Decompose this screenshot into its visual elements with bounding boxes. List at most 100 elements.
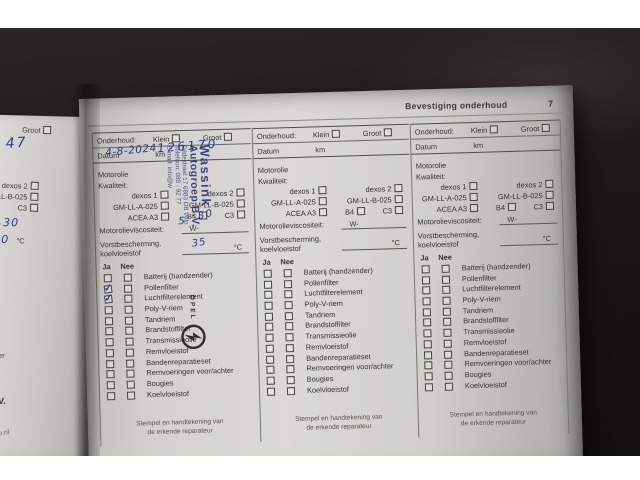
ja-checkbox (265, 333, 274, 342)
checklist-item-label: Bougies (146, 378, 174, 389)
klein-checkbox (490, 125, 499, 134)
service-record-column-1: Onderhoud: Klein Groot Datum km Motoroli… (91, 128, 260, 447)
nee-checkbox (443, 318, 452, 327)
ja-checkbox (421, 265, 430, 274)
checklist-item-label: Poly-V-riem (462, 294, 501, 305)
checklist-item-label: Remvloeistof (463, 336, 507, 348)
dexos2-checkbox (545, 179, 554, 188)
gm-a-label: GM-LL-A-025 (112, 201, 158, 213)
left-url-fragment: groep.nl (0, 429, 10, 440)
checklist-item-label: Bougies (464, 369, 492, 380)
checklist-item-label: Tandriem (462, 305, 494, 316)
checklist-item-label: Luchtfilterelement (304, 287, 363, 299)
checklist-item-label: Brandstoffilter (305, 319, 351, 331)
left-c3-checkbox (29, 203, 39, 212)
nee-checkbox (285, 322, 294, 331)
checklist-item-label: Batterij (handzender) (461, 261, 531, 273)
left-achter-fragment: chter (0, 350, 5, 361)
b4-label: B4 (186, 211, 197, 221)
checklist-item-label: Bandenreparatieset (146, 355, 211, 367)
klein-label: Klein (470, 125, 488, 136)
dexos2-cell: dexos 2 (207, 188, 245, 198)
datum-label: Datum (415, 141, 438, 152)
ja-checkbox (423, 340, 432, 349)
gm-a-checkbox (160, 201, 169, 210)
checklist-item-label: Transmissieolie (145, 334, 197, 346)
nee-checkbox (285, 343, 294, 353)
nee-checkbox (124, 316, 134, 325)
checklist-item-label: Brandstoffilter (463, 315, 509, 326)
nee-header: Nee (438, 252, 453, 262)
nee-checkbox (443, 328, 452, 338)
ja-checkbox (265, 323, 274, 332)
nee-checkbox (443, 339, 452, 348)
nee-checkbox (126, 391, 136, 400)
photo-background: Groot 47 dexos 2 GM-LL-B-025 C3 W- 30 0 … (0, 28, 640, 456)
dexos1-checkbox (318, 186, 327, 195)
frost-writing-line (182, 252, 250, 256)
checklist-item-label: Pollenfilter (143, 281, 179, 292)
acea-label: ACEA A3 (127, 212, 159, 223)
service-record-column-3: Onderhoud: Klein Groot Datum km Motoroli… (409, 119, 570, 438)
c3-cell: C3 (225, 210, 246, 220)
nee-checkbox (126, 359, 135, 368)
ja-checkbox (105, 338, 114, 347)
left-groot-label: Groot (22, 125, 41, 135)
nee-checkbox (124, 305, 133, 314)
kwaliteit-label: Kwaliteit: (415, 171, 446, 182)
ja-checkbox (266, 376, 275, 385)
stamp-signature-note: Stempel en handtekening van de erkende r… (101, 417, 259, 438)
motorolie-label: Motorolie (97, 169, 129, 180)
dexos2-checkbox (394, 183, 403, 193)
temp-unit: °C (542, 233, 551, 244)
left-gmb-cell: GM-LL-B-025 (0, 191, 39, 202)
checklist-item-label: Luchtfilterelement (144, 291, 203, 303)
gm-a-cell: GM-LL-A-025 (422, 192, 478, 203)
viscosity-unit: W- (507, 214, 517, 225)
left-bv-fragment: B.V. (0, 395, 6, 407)
left-frost-value: 0 (1, 232, 9, 247)
gm-b-checkbox (236, 199, 245, 208)
klein-label: Klein (312, 129, 330, 140)
nee-checkbox (442, 296, 451, 305)
ja-checkbox (422, 286, 431, 295)
frost-label-line2: koelvloeistof (417, 239, 459, 250)
ja-checkbox (423, 318, 432, 327)
nee-checkbox (126, 380, 135, 389)
c3-cell: C3 (382, 205, 404, 216)
checklist-item-label: Transmissieolie (463, 326, 515, 337)
ja-checkbox: ✓ (103, 293, 114, 306)
b4-cell: B4 (345, 207, 366, 217)
ja-checkbox (266, 355, 275, 364)
nee-header: Nee (120, 261, 135, 271)
nee-checkbox (441, 275, 451, 284)
groot-checkbox (542, 123, 551, 133)
nee-checkbox (283, 269, 292, 278)
c3-label: C3 (224, 210, 235, 220)
gm-a-label: GM-LL-A-025 (270, 197, 316, 208)
gm-b-cell: GM-LL-B-025 (189, 199, 245, 210)
viscosity-unit: W- (349, 219, 359, 229)
kwaliteit-label: Kwaliteit: (258, 176, 288, 186)
checklist-item-label: Batterij (handzender) (143, 270, 213, 282)
checklist-item-label: Remvloeistof (305, 341, 349, 352)
groot-cell: Groot (521, 123, 551, 134)
page-title: Bevestiging onderhoud (404, 99, 508, 112)
left-handwritten-km: 47 (5, 134, 29, 152)
dexos1-label: dexos 1 (289, 186, 316, 197)
ja-header: Ja (420, 253, 429, 263)
letterbox-top (0, 0, 640, 28)
acea-label: ACEA A3 (285, 208, 317, 219)
acea-cell: ACEA A3 (436, 203, 479, 214)
checklist-item-label: Bougies (306, 373, 334, 384)
nee-checkbox (284, 311, 294, 321)
stamp-signature-note: Stempel en handtekening van de erkende r… (419, 408, 568, 429)
ja-header: Ja (102, 262, 111, 272)
c3-checkbox (394, 205, 404, 215)
checklist: Batterij (handzender) ✓ Pollenfilter ✓ L… (97, 269, 259, 402)
nee-checkbox (444, 360, 453, 370)
onderhoud-label: Onderhoud: (256, 130, 297, 142)
checklist-item-label: Koelvloeistof (306, 384, 350, 395)
left-frost-cell: 0 °C (1, 233, 25, 247)
left-viscosity-cell: W- 30 (0, 216, 19, 229)
